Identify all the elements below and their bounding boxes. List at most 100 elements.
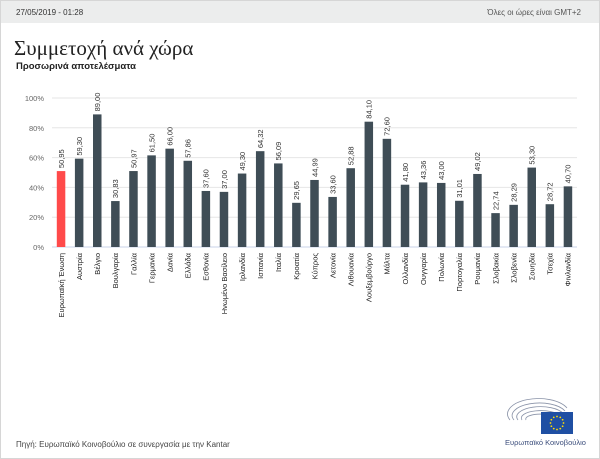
page-title: Συμμετοχή ανά χώρα: [14, 36, 194, 60]
data-label: 84,10: [365, 100, 374, 119]
bar: [56, 171, 66, 247]
eu-star-icon: [550, 425, 553, 428]
bar: [473, 173, 482, 247]
timezone-note: Όλες οι ώρες είναι GMT+2: [487, 8, 581, 17]
x-tick-label: Ελλάδα: [184, 252, 193, 278]
data-label: 22,74: [491, 191, 500, 210]
page-subtitle: Προσωρινά αποτελέσματα: [16, 61, 137, 72]
y-tick-label: 100%: [25, 94, 45, 103]
eu-star-icon: [552, 416, 555, 419]
x-tick-label: Κροατία: [292, 252, 301, 279]
x-tick-label: Λουξεμβούργο: [365, 253, 374, 302]
x-tick-label: Πολωνία: [437, 252, 446, 281]
bar: [93, 114, 102, 247]
x-tick-label: Εσθονία: [202, 252, 211, 280]
y-tick-label: 20%: [29, 213, 44, 222]
data-label: 57,86: [184, 139, 193, 158]
data-label: 44,99: [310, 158, 319, 177]
data-label: 56,09: [274, 142, 283, 161]
bar: [201, 190, 211, 247]
european-parliament-logo: [507, 398, 573, 434]
bar-chart: 0% 20% 40% 60% 80% 100% 50,95 Ευρωπαϊκή Ένωση 59…: [25, 93, 577, 317]
x-tick-label: Σλοβενία: [509, 252, 518, 283]
y-tick-label: 0%: [33, 243, 44, 252]
bar: [74, 158, 84, 247]
eu-star-icon: [556, 428, 558, 431]
data-label: 49,30: [238, 152, 247, 171]
bar: [491, 213, 500, 247]
x-tick-label: Τσεχία: [546, 252, 555, 274]
data-label: 52,88: [347, 146, 356, 165]
bar: [274, 163, 283, 247]
x-tick-label: Σουηδία: [528, 252, 537, 280]
bar: [364, 121, 374, 247]
x-tick-label: Ουγγαρία: [419, 252, 428, 285]
x-tick-label: Λιθουανία: [347, 252, 356, 286]
data-label: 28,72: [546, 182, 555, 201]
bar: [111, 201, 120, 247]
bar: [292, 202, 301, 247]
x-tick-label: Ιρλανδία: [238, 252, 247, 281]
data-label: 30,83: [111, 179, 120, 198]
x-tick-label: Λετονία: [328, 252, 337, 278]
eu-star-icon: [556, 415, 558, 418]
x-tick-label: Κύπρος: [310, 253, 319, 280]
data-label: 50,95: [57, 149, 66, 168]
data-label: 33,60: [328, 175, 337, 194]
eu-star-icon: [559, 416, 562, 419]
data-label: 37,00: [220, 170, 229, 189]
bar: [310, 179, 319, 247]
x-tick-label: Ισπανία: [256, 252, 265, 279]
x-tick-label: Πορτογαλία: [455, 252, 464, 291]
data-label: 66,00: [165, 127, 174, 146]
data-label: 31,01: [455, 179, 464, 198]
bar: [346, 168, 355, 247]
data-label: 40,70: [564, 165, 573, 184]
bar: [563, 186, 573, 247]
x-tick-label: Γερμανία: [147, 252, 156, 283]
data-label: 59,30: [75, 137, 84, 156]
source-note: Πηγή: Ευρωπαϊκό Κοινοβούλιο σε συνεργασί…: [16, 440, 230, 449]
x-tick-label: Μάλτα: [383, 252, 392, 274]
top-bar: 27/05/2019 - 01:28 Όλες οι ώρες είναι GM…: [1, 1, 599, 23]
data-label: 64,32: [256, 129, 265, 148]
x-tick-label: Σλοβακία: [491, 252, 500, 284]
y-tick-label: 60%: [29, 154, 44, 163]
x-tick-label: Ιταλία: [274, 252, 283, 272]
eu-star-icon: [562, 422, 565, 424]
x-tick-label: Ολλανδία: [401, 252, 410, 284]
bar: [165, 148, 174, 247]
data-label: 50,97: [129, 149, 138, 168]
bar: [147, 155, 156, 247]
data-label: 28,29: [509, 183, 518, 202]
x-tick-label: Ευρωπαϊκή Ένωση: [57, 253, 66, 317]
eu-star-icon: [561, 425, 564, 428]
x-tick-label: Ρουμανία: [473, 252, 482, 284]
eu-star-icon: [550, 418, 553, 421]
data-label: 43,36: [419, 161, 428, 180]
data-label: 37,60: [202, 169, 211, 188]
x-tick-label: Βέλγιο: [93, 253, 102, 275]
datetime: 27/05/2019 - 01:28: [16, 8, 84, 17]
bar: [455, 200, 464, 247]
bar: [382, 138, 392, 247]
x-tick-label: Δανία: [165, 252, 174, 272]
logo-text: Ευρωπαϊκό Κοινοβούλιο: [505, 438, 586, 447]
eu-star-icon: [561, 418, 564, 421]
data-label: 89,00: [93, 93, 102, 112]
bar: [219, 191, 229, 247]
eu-star-icon: [552, 427, 555, 430]
x-tick-label: Βουλγαρία: [111, 252, 120, 288]
bar: [129, 171, 138, 247]
bar: [418, 182, 428, 247]
data-label: 72,60: [383, 117, 392, 136]
bar: [436, 182, 446, 247]
x-tick-label: Γαλλία: [129, 252, 138, 275]
data-label: 53,30: [528, 146, 537, 165]
bar: [509, 204, 518, 247]
eu-star-icon: [549, 422, 552, 424]
bar: [183, 160, 193, 247]
bar: [237, 173, 247, 247]
bar: [400, 184, 410, 247]
data-label: 49,02: [473, 152, 482, 171]
